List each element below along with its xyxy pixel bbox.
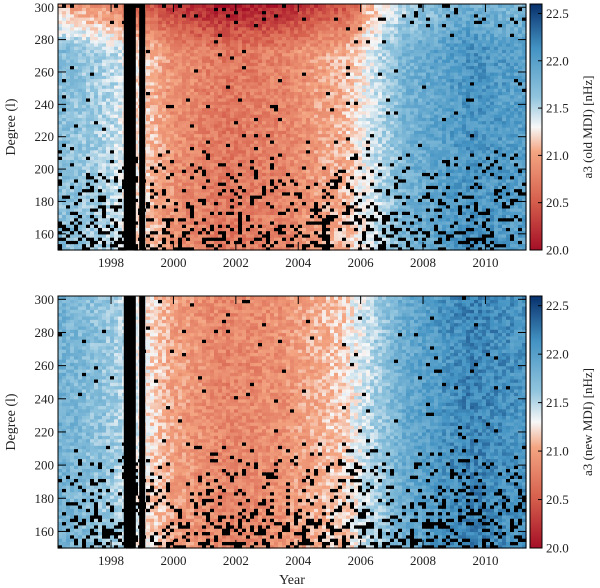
top-panel: 1998 2000 2002 2004 2006 2008 2010 16018020022… [4, 0, 595, 270]
top-heatmap [58, 4, 527, 251]
